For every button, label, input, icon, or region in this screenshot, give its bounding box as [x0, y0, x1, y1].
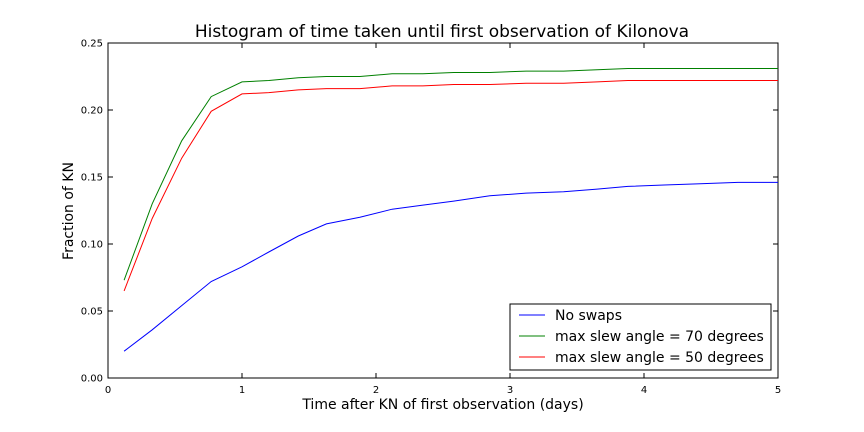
y-tick-label: 0.05 [81, 307, 103, 318]
x-tick-label: 1 [239, 385, 245, 396]
y-tick-label: 0.20 [81, 106, 103, 117]
series-line-2 [123, 80, 778, 292]
y-tick-label: 0.00 [81, 374, 103, 385]
x-tick-label: 0 [105, 385, 111, 396]
series-line-1 [123, 68, 778, 281]
legend-label-1: max slew angle = 70 degrees [555, 329, 764, 345]
y-axis-label: Fraction of KN [61, 162, 77, 260]
y-tick-label: 0.25 [81, 39, 103, 50]
y-tick-label: 0.10 [81, 240, 103, 251]
legend: No swaps max slew angle = 70 degrees max s… [509, 303, 772, 371]
series-line-0 [123, 181, 778, 352]
legend-box [509, 303, 772, 371]
y-axis: 0.00 0.05 0.10 0.15 0.20 0.25 [81, 39, 778, 385]
x-tick-label: 3 [507, 385, 513, 396]
x-tick-label: 5 [775, 385, 781, 396]
chart-title: Histogram of time taken until first obse… [195, 22, 689, 42]
legend-label-0: No swaps [555, 308, 622, 324]
y-tick-label: 0.15 [81, 173, 103, 184]
series-lines [123, 68, 778, 352]
x-axis: 0 1 2 3 4 5 [105, 43, 781, 396]
x-axis-label: Time after KN of first observation (days… [301, 397, 583, 413]
x-tick-label: 4 [641, 385, 647, 396]
x-tick-label: 2 [373, 385, 379, 396]
legend-label-2: max slew angle = 50 degrees [555, 350, 764, 366]
